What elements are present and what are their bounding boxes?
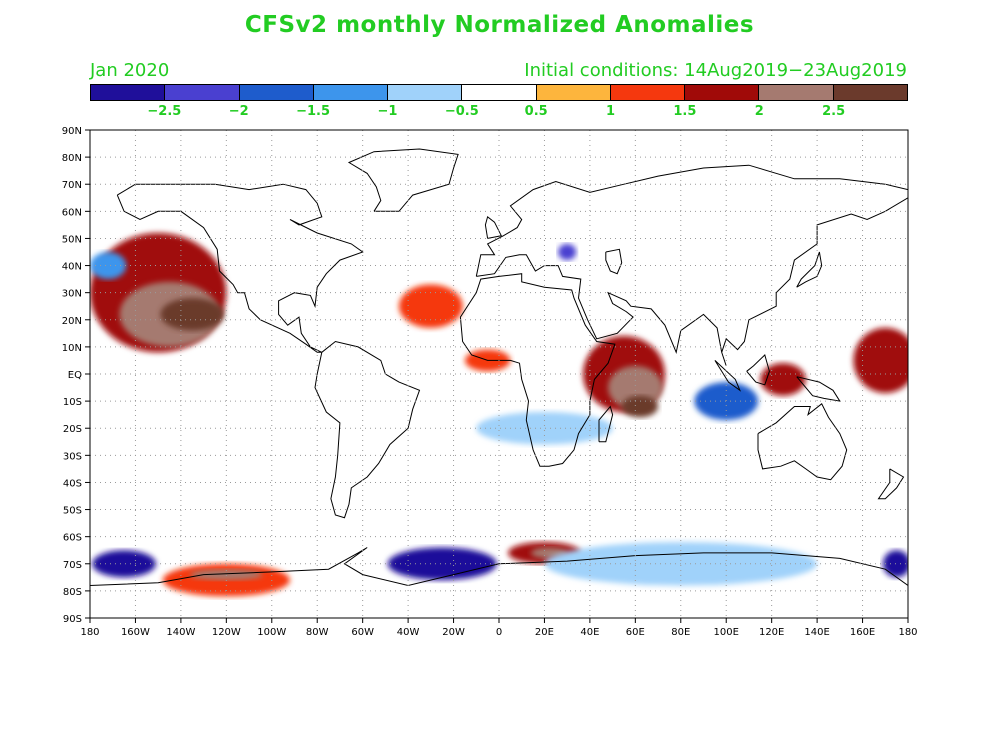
y-tick-label: 90S bbox=[63, 614, 82, 625]
y-tick-label: 90N bbox=[62, 126, 82, 137]
coastline bbox=[605, 248, 623, 275]
x-tick-label: 40W bbox=[397, 627, 420, 638]
anomaly-region bbox=[694, 382, 759, 421]
x-tick-label: 40E bbox=[580, 627, 599, 638]
y-tick-label: 20N bbox=[62, 316, 82, 327]
coastline bbox=[347, 148, 459, 212]
coastline bbox=[484, 215, 503, 239]
coastlines bbox=[90, 148, 908, 587]
y-tick-label: 50S bbox=[63, 506, 82, 517]
x-tick-label: 80W bbox=[306, 627, 329, 638]
x-tick-label: 20W bbox=[442, 627, 465, 638]
colorbar-label: −1.5 bbox=[296, 104, 331, 119]
coastline bbox=[877, 468, 905, 500]
y-tick-label: 30N bbox=[62, 289, 82, 300]
y-tick-label: 40S bbox=[63, 478, 82, 489]
colorbar bbox=[90, 84, 908, 101]
colorbar-label: 1 bbox=[606, 104, 616, 119]
coastline bbox=[116, 183, 364, 353]
x-tick-label: 160E bbox=[850, 627, 875, 638]
anomaly-region bbox=[399, 284, 463, 328]
initial-conditions: Initial conditions: 14Aug2019−23Aug2019 bbox=[524, 60, 907, 81]
colorbar-swatch bbox=[833, 85, 907, 100]
y-tick-label: 10S bbox=[63, 397, 82, 408]
y-tick-label: 60S bbox=[63, 533, 82, 544]
y-tick-label: 20S bbox=[63, 424, 82, 435]
colorbar-label: 1.5 bbox=[673, 104, 697, 119]
y-tick-label: 10N bbox=[62, 343, 82, 354]
colorbar-swatch bbox=[313, 85, 389, 100]
y-tick-label: 60N bbox=[62, 207, 82, 218]
forecast-month: Jan 2020 bbox=[90, 60, 170, 81]
x-tick-label: 120W bbox=[212, 627, 241, 638]
colorbar-labels: −2.5 −2 −1.5 −1 −0.5 0.5 1 1.5 2 2.5 bbox=[90, 104, 908, 122]
x-tick-label: 100E bbox=[714, 627, 739, 638]
colorbar-label: 2.5 bbox=[822, 104, 846, 119]
colorbar-swatch bbox=[759, 85, 834, 100]
anomaly-region bbox=[476, 411, 613, 445]
colorbar-label: −0.5 bbox=[444, 104, 479, 119]
colorbar-label: −1 bbox=[377, 104, 398, 119]
y-axis: 90N 80N 70N 60N 50N 40N 30N 20N 10N EQ 10S 20S 30S 40… bbox=[62, 126, 90, 625]
colorbar-swatch bbox=[239, 85, 314, 100]
y-tick-label: EQ bbox=[68, 370, 82, 381]
colorbar-label: −2 bbox=[228, 104, 249, 119]
colorbar-label: 2 bbox=[754, 104, 764, 119]
x-tick-label: 20E bbox=[535, 627, 554, 638]
y-tick-label: 70S bbox=[63, 560, 82, 571]
y-tick-label: 40N bbox=[62, 262, 82, 273]
coastline bbox=[598, 405, 614, 443]
coastline bbox=[796, 376, 841, 402]
x-tick-label: 140W bbox=[166, 627, 195, 638]
y-tick-label: 50N bbox=[62, 234, 82, 245]
colorbar-swatch bbox=[462, 85, 537, 100]
x-tick-label: 180 bbox=[898, 627, 917, 638]
chart-title: CFSv2 monthly Normalized Anomalies bbox=[244, 12, 755, 38]
anomaly-region bbox=[558, 243, 577, 261]
y-tick-label: 80S bbox=[63, 587, 82, 598]
anomaly-region bbox=[189, 569, 263, 581]
x-tick-label: 160W bbox=[121, 627, 150, 638]
colorbar-swatch bbox=[610, 85, 686, 100]
coastline bbox=[459, 273, 616, 467]
y-tick-label: 70N bbox=[62, 180, 82, 191]
coastline bbox=[757, 403, 848, 481]
anomaly-region bbox=[160, 298, 225, 331]
colorbar-swatch bbox=[536, 85, 611, 100]
coastline bbox=[796, 251, 823, 288]
colorbar-label: 0.5 bbox=[524, 104, 548, 119]
colorbar-swatch bbox=[165, 85, 240, 100]
x-tick-label: 140E bbox=[804, 627, 829, 638]
x-tick-label: 0 bbox=[496, 627, 502, 638]
coastline bbox=[714, 360, 742, 392]
anomaly-region bbox=[760, 363, 806, 396]
coastline bbox=[314, 340, 421, 519]
coastline bbox=[746, 354, 770, 386]
y-tick-label: 80N bbox=[62, 153, 82, 164]
colorbar-swatch bbox=[685, 85, 760, 100]
anomaly-region bbox=[387, 547, 497, 581]
anomaly-region bbox=[90, 251, 127, 280]
x-tick-label: 80E bbox=[671, 627, 690, 638]
x-tick-label: 60E bbox=[626, 627, 645, 638]
anomaly-region bbox=[853, 327, 908, 393]
colorbar-swatch bbox=[91, 85, 166, 100]
x-axis: 180 160W 140W 120W 100W 80W 60W 40W 20W 0 20E 40E 60… bbox=[80, 618, 918, 638]
x-tick-label: 60W bbox=[351, 627, 374, 638]
x-tick-label: 100W bbox=[257, 627, 286, 638]
colorbar-label: −2.5 bbox=[147, 104, 182, 119]
anomaly-region bbox=[621, 395, 659, 418]
x-tick-label: 120E bbox=[759, 627, 784, 638]
y-tick-label: 30S bbox=[63, 451, 82, 462]
anomaly-region bbox=[883, 550, 908, 578]
colorbar-swatch bbox=[388, 85, 463, 100]
coastline bbox=[475, 164, 908, 367]
anomaly-region bbox=[92, 550, 156, 578]
x-tick-label: 180 bbox=[80, 627, 99, 638]
